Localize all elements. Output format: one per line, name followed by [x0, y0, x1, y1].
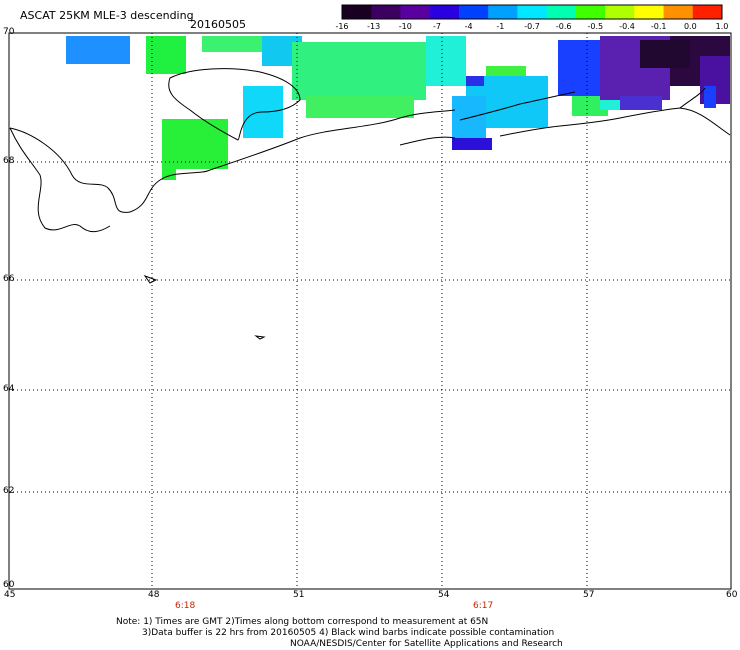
colorbar-label: 0.0: [683, 22, 697, 31]
lon-label: 57: [583, 590, 595, 600]
swath-cell: [704, 86, 716, 108]
swath-cell: [558, 40, 600, 96]
swath-cell: [452, 138, 492, 150]
swath-cell: [146, 36, 186, 74]
swath-cell: [426, 36, 466, 86]
colorbar-segment: [575, 5, 606, 19]
colorbar-label: -7: [433, 22, 441, 31]
colorbar-label: 1.0: [715, 22, 729, 31]
note-line-2: 3)Data buffer is 22 hrs from 20160505 4)…: [142, 628, 555, 638]
colorbar-segment: [517, 5, 548, 19]
swath-cell: [486, 66, 526, 78]
note-line-3: NOAA/NESDIS/Center for Satellite Applica…: [290, 639, 563, 649]
lat-label: 62: [3, 486, 15, 496]
lon-label: 60: [726, 590, 738, 600]
swath-cell: [202, 36, 262, 52]
colorbar-segment: [488, 5, 518, 19]
swath-cell: [572, 96, 608, 116]
colorbar-label: -1: [496, 22, 505, 31]
overpass-time: 6:18: [175, 601, 196, 611]
lat-label: 70: [3, 27, 15, 37]
colorbar-segment: [400, 5, 431, 19]
product-date: 20160505: [190, 18, 246, 31]
lat-label: 64: [3, 384, 15, 394]
swath-cell: [466, 76, 484, 86]
colorbar-label: -0.5: [587, 22, 604, 31]
overpass-time: 6:17: [473, 601, 494, 611]
product-title: ASCAT 25KM MLE-3 descending: [20, 9, 194, 22]
swath-cells: [66, 36, 730, 180]
swath-cell: [620, 96, 662, 110]
graticule: [9, 33, 731, 589]
colorbar-segment: [634, 5, 665, 19]
lon-label: 45: [4, 590, 16, 600]
colorbar-label: -0.4: [619, 22, 635, 31]
swath-cell: [600, 100, 620, 110]
colorbar-segment: [546, 5, 577, 19]
swath-cell: [292, 42, 426, 100]
swath-cell: [306, 96, 414, 118]
colorbar-frame: [341, 4, 723, 20]
lon-label: 51: [293, 590, 305, 600]
coastline: [9, 68, 731, 340]
colorbar-segment: [605, 5, 635, 19]
lat-label: 60: [3, 580, 15, 590]
lat-label: 66: [3, 274, 15, 284]
swath-cell: [162, 119, 228, 169]
colorbar: [341, 4, 723, 20]
colorbar-segment: [458, 5, 489, 19]
colorbar-label: -4: [464, 22, 473, 31]
lat-label: 68: [3, 156, 15, 166]
colorbar-label: -0.6: [555, 22, 572, 31]
swath-cell: [66, 36, 130, 64]
colorbar-segment: [429, 5, 460, 19]
colorbar-label: -16: [335, 22, 349, 31]
swath-cell: [162, 166, 176, 180]
map-frame: [8, 32, 732, 590]
colorbar-label: -13: [367, 22, 381, 31]
swath-cell: [640, 40, 690, 68]
note-line-1: Note: 1) Times are GMT 2)Times along bot…: [116, 617, 489, 627]
swath-cell: [452, 96, 486, 138]
colorbar-label: -10: [398, 22, 412, 31]
colorbar-segment: [342, 5, 372, 19]
lon-label: 54: [438, 590, 450, 600]
colorbar-label: -0.1: [650, 22, 667, 31]
colorbar-segment: [692, 5, 723, 19]
colorbar-label: -0.7: [524, 22, 540, 31]
colorbar-segment: [371, 5, 401, 19]
colorbar-segment: [663, 5, 694, 19]
lon-label: 48: [148, 590, 160, 600]
